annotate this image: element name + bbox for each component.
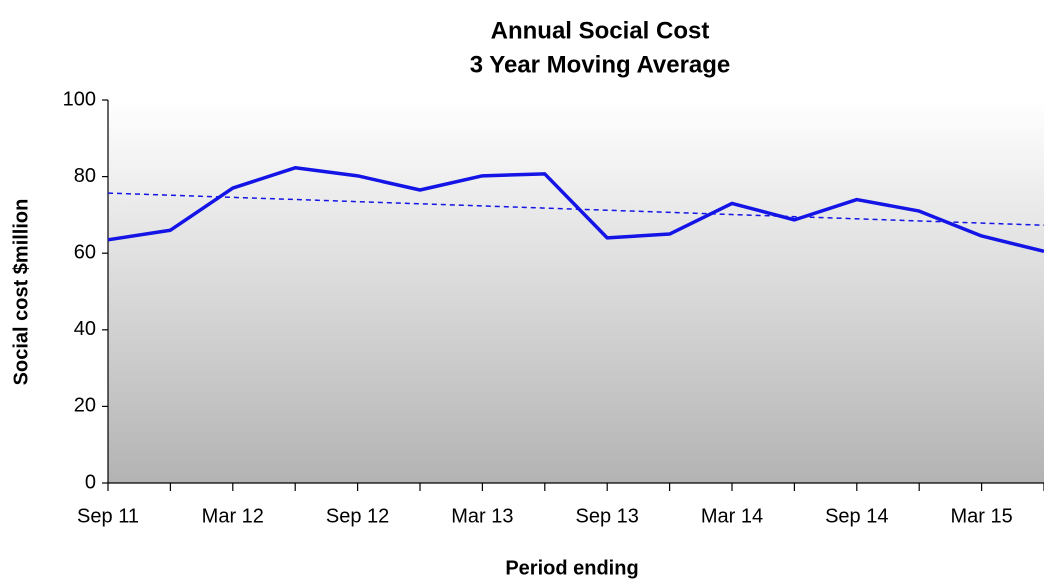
x-tick-label: Sep 12 — [326, 505, 389, 527]
chart-subtitle: 3 Year Moving Average — [470, 51, 731, 78]
y-tick-label: 0 — [85, 471, 96, 493]
trend-line — [107, 192, 1044, 226]
x-tick-label: Mar 14 — [701, 505, 763, 527]
y-axis-title: Social cost $million — [10, 199, 32, 386]
x-tick-label: Sep 11 — [77, 505, 139, 527]
x-tick-label: Sep 14 — [825, 505, 888, 527]
x-tick-label: Sep 13 — [576, 505, 639, 527]
x-tick-label: Mar 13 — [451, 505, 513, 527]
x-axis-title: Period ending — [505, 557, 638, 579]
data-line — [107, 166, 1044, 253]
y-tick-label: 80 — [74, 165, 96, 187]
y-tick-label: 20 — [74, 395, 96, 417]
x-tick-label: Mar 12 — [202, 505, 264, 527]
x-tick-label: Mar 15 — [950, 505, 1012, 527]
chart-title: Annual Social Cost — [491, 17, 710, 44]
y-tick-label: 40 — [74, 318, 96, 340]
plot-area — [108, 100, 1044, 483]
y-tick-label: 60 — [74, 241, 96, 263]
y-tick-label: 100 — [63, 88, 96, 110]
